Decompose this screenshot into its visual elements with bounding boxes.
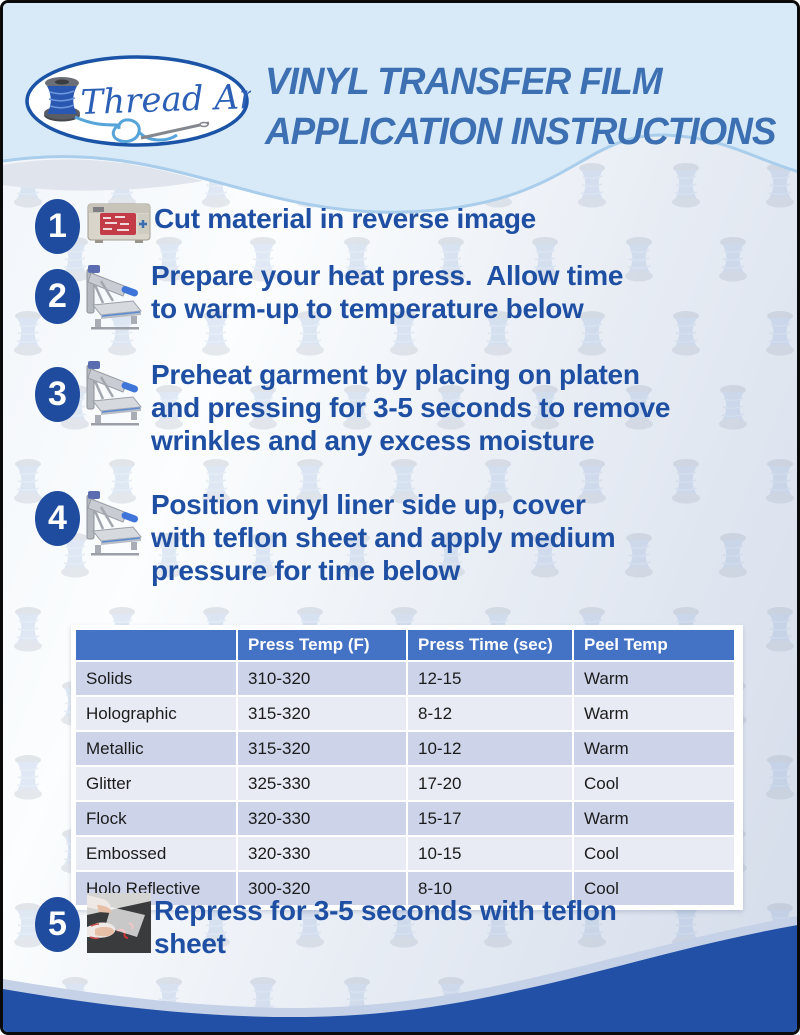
cell-peel-temp: Warm [572,800,736,837]
press-settings-table: Press Temp (F) Press Time (sec) Peel Tem… [71,625,743,910]
cell-press-time: 12-15 [406,660,574,697]
cell-press-temp: 310-320 [236,660,408,697]
step-4-number-label: 4 [48,499,67,537]
table-row: Solids 310-320 12-15 Warm [74,660,736,697]
page-title-line1: VINYL TRANSFER FILM [265,61,663,103]
column-header-peel-temp: Peel Temp [572,628,736,662]
cell-material: Solids [74,660,238,697]
cell-press-temp: 315-320 [236,695,408,732]
step-5-number-label: 5 [48,905,67,943]
cell-press-time: 15-17 [406,800,574,837]
cell-press-temp: 300-320 [236,870,408,907]
column-header-press-time: Press Time (sec) [406,628,574,662]
cell-material: Embossed [74,835,238,872]
step-5-number: 5 [35,897,80,952]
step-4-text: Position vinyl liner side up, cover with… [151,489,616,586]
column-header-press-temp: Press Temp (F) [236,628,408,662]
cell-press-time: 17-20 [406,765,574,802]
table-row: Holographic 315-320 8-12 Warm [74,695,736,732]
threadart-logo: Thread Art [25,55,251,147]
cell-peel-temp: Cool [572,765,736,802]
table-row: Embossed 320-330 10-15 Cool [74,835,736,872]
cell-press-time: 8-10 [406,870,574,907]
cell-peel-temp: Warm [572,730,736,767]
table-row: Metallic 315-320 10-12 Warm [74,730,736,767]
heat-press-image [85,263,143,331]
cell-press-time: 10-15 [406,835,574,872]
header-wave-band [3,3,797,214]
cell-material: Metallic [74,730,238,767]
step-3-number: 3 [35,367,80,422]
table-row: Glitter 325-330 17-20 Cool [74,765,736,802]
step-1-number-label: 1 [48,207,67,245]
step-2-number-label: 2 [48,277,67,315]
cell-peel-temp: Cool [572,835,736,872]
cell-peel-temp: Warm [572,695,736,732]
cell-material: Flock [74,800,238,837]
table-row: Flock 320-330 15-17 Warm [74,800,736,837]
heat-press-image [85,489,143,557]
page-title: VINYL TRANSFER FILM APPLICATION INSTRUCT… [265,57,776,157]
step-5-text: Repress for 3-5 seconds with teflon shee… [154,895,617,959]
step-2-number: 2 [35,269,80,324]
step-1-text: Cut material in reverse image [154,203,536,234]
vinyl-cutter-image [87,203,151,243]
repress-photo [87,893,151,953]
footer-wave [3,916,797,1032]
step-3-number-label: 3 [48,375,67,413]
cell-material: Glitter [74,765,238,802]
cell-press-temp: 320-330 [236,835,408,872]
cell-press-temp: 320-330 [236,800,408,837]
step-1-number: 1 [35,199,80,254]
heat-press-image [85,359,143,427]
step-3-text: Preheat garment by placing on platen and… [151,359,671,456]
logo-wordmark: Thread Art [80,76,251,123]
cell-press-temp: 325-330 [236,765,408,802]
cell-peel-temp: Cool [572,870,736,907]
table-header-row: Press Temp (F) Press Time (sec) Peel Tem… [74,628,736,662]
cell-press-temp: 315-320 [236,730,408,767]
thread-spool-icon [44,77,80,122]
hands [87,895,116,940]
step-2-text: Prepare your heat press. Allow time to w… [151,260,624,324]
page-title-line2: APPLICATION INSTRUCTIONS [265,111,776,153]
step-4-number: 4 [35,491,80,546]
column-header-material [74,628,238,662]
needle-thread-icon [74,115,210,143]
cell-press-time: 10-12 [406,730,574,767]
cell-material: Holographic [74,695,238,732]
cell-press-time: 8-12 [406,695,574,732]
cell-peel-temp: Warm [572,660,736,697]
